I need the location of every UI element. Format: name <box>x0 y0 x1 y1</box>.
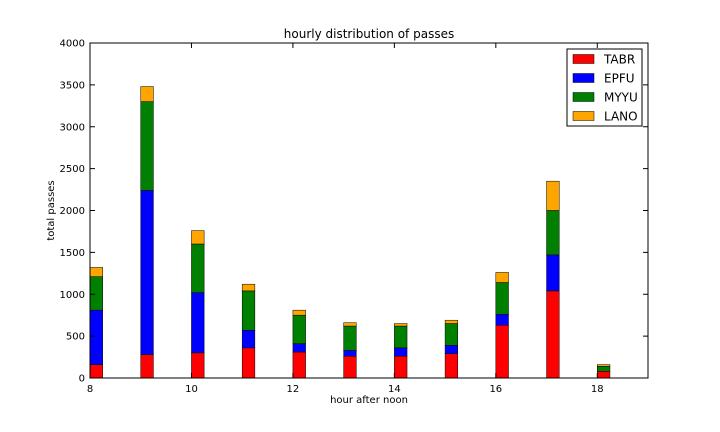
y-tick-label-0: 0 <box>79 374 85 385</box>
bar-lano-15 <box>444 319 459 324</box>
bar-lano-8 <box>89 267 103 277</box>
bar-myyu-18 <box>597 366 611 372</box>
x-tick-label-14: 14 <box>388 384 401 395</box>
bar-tabr-9 <box>140 354 154 379</box>
bar-lano-18 <box>597 364 611 367</box>
chart-title: hourly distribution of passes <box>284 27 454 41</box>
bar-epfu-12 <box>292 343 306 353</box>
legend-swatch-myyu <box>572 92 595 102</box>
legend-label-myyu: MYYU <box>604 91 638 105</box>
bar-epfu-13 <box>343 350 357 357</box>
bar-myyu-17 <box>546 210 560 256</box>
bar-myyu-8 <box>89 276 103 311</box>
legend-swatch-epfu <box>572 73 595 83</box>
x-tick-label-12: 12 <box>287 384 300 395</box>
bar-myyu-16 <box>495 282 509 315</box>
y-tick-label-3000: 3000 <box>60 122 85 133</box>
bar-tabr-13 <box>343 355 357 379</box>
bar-tabr-15 <box>444 353 459 379</box>
bar-myyu-10 <box>191 243 205 293</box>
ticks-layer: 8 10 12 14 16 18 0 500 1000 1500 2000 2500 3000 3500 4… <box>60 39 648 395</box>
bar-epfu-16 <box>495 314 509 326</box>
bar-myyu-12 <box>292 314 306 344</box>
legend-label-tabr: TABR <box>603 53 635 67</box>
y-tick-label-500: 500 <box>66 332 85 343</box>
legend-swatch-lano <box>572 111 595 121</box>
x-tick-label-10: 10 <box>185 384 198 395</box>
bar-tabr-8 <box>89 364 103 379</box>
bar-tabr-14 <box>394 355 408 379</box>
bar-myyu-14 <box>394 325 408 349</box>
y-tick-label-4000: 4000 <box>60 39 85 50</box>
legend: TABR EPFU MYYU LANO <box>566 48 643 127</box>
y-tick-label-3500: 3500 <box>60 80 85 91</box>
bar-lano-17 <box>546 180 560 211</box>
bar-epfu-17 <box>546 254 560 292</box>
bar-lano-10 <box>191 230 205 245</box>
bar-epfu-11 <box>241 330 256 349</box>
bar-myyu-11 <box>241 290 256 331</box>
bar-epfu-14 <box>394 347 408 357</box>
plot-frame <box>89 42 649 379</box>
bar-tabr-17 <box>546 290 560 379</box>
x-axis-label: hour after noon <box>330 395 408 406</box>
legend-label-lano: LANO <box>604 110 638 124</box>
bar-epfu-15 <box>444 345 459 354</box>
y-tick-label-1500: 1500 <box>60 248 85 259</box>
bar-lano-13 <box>343 322 357 327</box>
bar-tabr-18 <box>597 371 611 379</box>
bar-lano-9 <box>140 86 154 102</box>
bar-tabr-11 <box>241 347 256 379</box>
y-tick-label-2000: 2000 <box>60 206 85 217</box>
x-tick-label-18: 18 <box>591 384 604 395</box>
bar-tabr-10 <box>191 352 205 379</box>
bar-tabr-16 <box>495 324 509 379</box>
bar-myyu-9 <box>140 101 154 191</box>
bar-lano-14 <box>394 323 408 327</box>
bar-epfu-9 <box>140 190 154 355</box>
bar-myyu-15 <box>444 323 459 346</box>
bar-lano-11 <box>241 283 256 292</box>
y-tick-label-2500: 2500 <box>60 164 85 175</box>
bar-lano-12 <box>292 309 306 316</box>
x-tick-label-16: 16 <box>489 384 502 395</box>
x-tick-label-8: 8 <box>87 384 93 395</box>
bars-layer <box>89 86 611 379</box>
legend-swatch-tabr <box>572 54 595 64</box>
y-tick-label-1000: 1000 <box>60 290 85 301</box>
legend-label-epfu: EPFU <box>604 72 635 86</box>
bar-epfu-10 <box>191 292 205 354</box>
bar-epfu-8 <box>89 309 103 365</box>
bar-myyu-13 <box>343 325 357 351</box>
y-axis-label: total passes <box>46 180 57 240</box>
bar-tabr-12 <box>292 351 306 379</box>
bar-lano-16 <box>495 272 509 283</box>
